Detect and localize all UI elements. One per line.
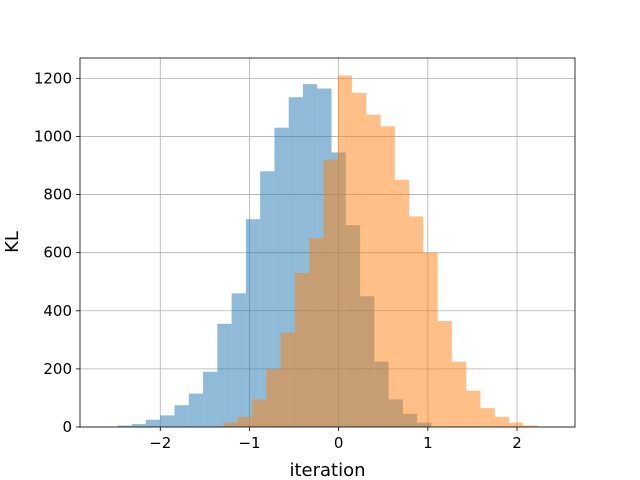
histogram-bar [437, 320, 452, 427]
histogram-bar [237, 416, 253, 427]
histogram-bar [480, 408, 495, 427]
histogram-bar [245, 219, 261, 427]
histogram-bar [466, 390, 481, 427]
histogram-bar [366, 114, 381, 428]
histogram-bar [523, 425, 538, 427]
y-tick-label: 0 [62, 418, 72, 436]
histogram-bar [309, 238, 324, 427]
y-tick-label: 400 [43, 302, 72, 320]
histogram-bar [160, 415, 175, 427]
histogram-bar [352, 92, 367, 427]
histogram-bar [423, 252, 438, 427]
histogram-series-2 [223, 75, 538, 428]
histogram-bar [323, 159, 338, 427]
histogram-bar [117, 425, 132, 427]
histogram-bar [203, 371, 218, 427]
histogram-bar [451, 361, 467, 427]
histogram-bar [409, 216, 424, 427]
y-tick-label: 1200 [34, 69, 72, 87]
histogram-bar [294, 273, 310, 427]
x-tick-label: 1 [423, 434, 433, 452]
histogram-bar [231, 293, 246, 427]
x-tick-label: −2 [149, 434, 171, 452]
histogram-bar [280, 332, 295, 427]
histogram-bar [380, 126, 395, 427]
histogram-bar [260, 171, 275, 427]
histogram-bar [394, 180, 410, 427]
histogram-bar [494, 416, 509, 427]
y-tick-label: 800 [43, 186, 72, 204]
y-tick-label: 200 [43, 360, 72, 378]
histogram-bar [337, 75, 353, 427]
histogram-bar [509, 422, 524, 427]
histogram-bar [146, 419, 161, 427]
histogram-bars [117, 75, 538, 428]
histogram-bar [131, 424, 146, 427]
plot-frame [79, 57, 576, 428]
y-tick-label: 600 [43, 244, 72, 262]
histogram-bar [188, 393, 204, 427]
x-tick-label: 2 [512, 434, 522, 452]
y-axis-label: KL [2, 231, 23, 253]
y-axis-ticks: 0 200 400 600 800 1000 1200 [34, 69, 80, 436]
histogram-bar [252, 399, 267, 427]
histogram-bar [223, 422, 238, 427]
histogram-bar [266, 368, 281, 427]
y-tick-label: 1000 [34, 127, 72, 145]
histogram-bar [217, 323, 232, 427]
x-tick-label: 0 [334, 434, 344, 452]
histogram-bar [174, 405, 189, 427]
x-axis-label: iteration [289, 460, 365, 480]
x-tick-label: −1 [238, 434, 260, 452]
x-axis-ticks: −2 −1 0 1 2 [149, 427, 522, 452]
